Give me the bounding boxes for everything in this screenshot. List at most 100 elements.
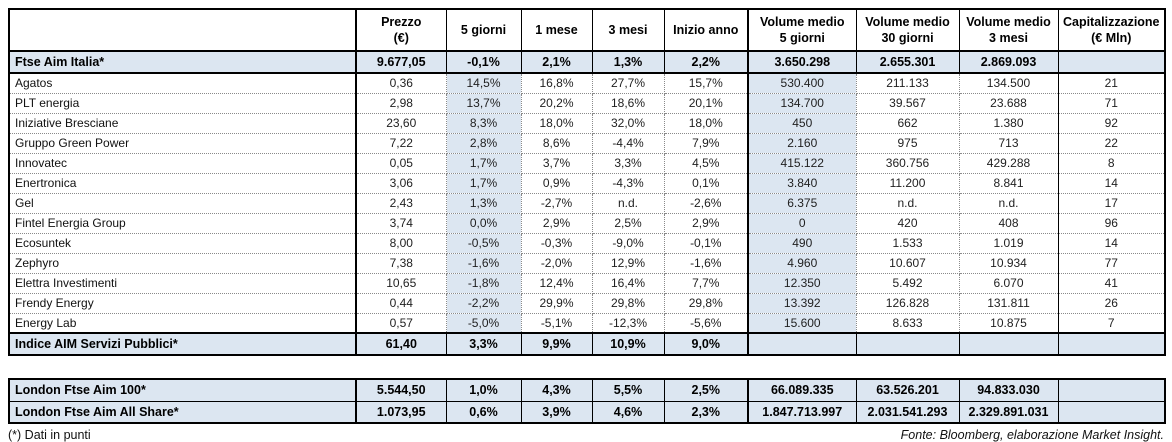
cell-volume-medio-3-mesi: 6.070 (959, 273, 1059, 294)
cell-5-giorni: -5,0% (446, 313, 522, 334)
cell-1-mese: 3,9% (521, 400, 593, 424)
cell-5-giorni: 2,8% (446, 133, 522, 154)
row-label: Zephyro (9, 253, 357, 274)
column-header: Volume medio 30 giorni (855, 8, 960, 52)
cell-capitalizzazione: 92 (1058, 113, 1165, 134)
cell-prezzo: 2,98 (356, 93, 447, 114)
cell-volume-medio-5-giorni: 2.160 (748, 133, 857, 154)
cell-inizio-anno: 2,9% (664, 213, 749, 234)
cell-volume-medio-5-giorni: 0 (748, 213, 857, 234)
cell-volume-medio-30-giorni: 11.200 (856, 173, 960, 194)
index-row: Indice AIM Servizi Pubblici* 61,40 3,3% 9,9… (9, 332, 1166, 356)
stock-row: Innovatec 0,05 1,7% 3,7% 3,3% 4,5% 415.122 360.… (9, 153, 1165, 174)
cell-5-giorni: -1,8% (446, 273, 522, 294)
row-label: Iniziative Bresciane (9, 113, 357, 134)
cell-volume-medio-30-giorni: n.d. (856, 193, 960, 214)
row-label: Frendy Energy (9, 293, 357, 314)
cell-volume-medio-30-giorni: 2.655.301 (856, 50, 960, 74)
cell-inizio-anno: 15,7% (664, 73, 749, 94)
stock-row: Gruppo Green Power 7,22 2,8% 8,6% -4,4% 7,9% 2… (9, 133, 1165, 154)
cell-5-giorni: 1,7% (446, 173, 522, 194)
row-label: Ftse Aim Italia* (9, 50, 357, 74)
points-footnote: (*) Dati in punti (8, 428, 91, 442)
stock-row: Gel 2,43 1,3% -2,7% n.d. -2,6% 6.375 n.d. n.d. 17 (9, 193, 1165, 214)
cell-volume-medio-30-giorni: 211.133 (856, 73, 960, 94)
cell-volume-medio-3-mesi: 10.934 (959, 253, 1059, 274)
row-label: Energy Lab (9, 313, 357, 334)
cell-3-mesi: 5,5% (592, 378, 665, 402)
cell-volume-medio-30-giorni: 39.567 (856, 93, 960, 114)
cell-volume-medio-5-giorni: 415.122 (748, 153, 857, 174)
cell-capitalizzazione: 21 (1058, 73, 1165, 94)
cell-volume-medio-30-giorni: 420 (856, 213, 960, 234)
cell-volume-medio-3-mesi: 2.869.093 (959, 50, 1059, 74)
cell-prezzo: 3,06 (356, 173, 447, 194)
stock-row: Energy Lab 0,57 -5,0% -5,1% -12,3% -5,6% 15.60… (9, 313, 1165, 334)
cell-inizio-anno: 29,8% (664, 293, 749, 314)
cell-volume-medio-5-giorni: 6.375 (748, 193, 857, 214)
cell-5-giorni: 0,6% (446, 400, 522, 424)
column-header: 1 mese (520, 8, 593, 52)
cell-prezzo: 8,00 (356, 233, 447, 254)
cell-volume-medio-5-giorni: 490 (748, 233, 857, 254)
cell-1-mese: -2,0% (521, 253, 593, 274)
cell-inizio-anno: 18,0% (664, 113, 749, 134)
cell-volume-medio-5-giorni: 530.400 (748, 73, 857, 94)
cell-prezzo: 0,36 (356, 73, 447, 94)
cell-1-mese: 16,8% (521, 73, 593, 94)
cell-3-mesi: -4,4% (592, 133, 665, 154)
cell-3-mesi: 3,3% (592, 153, 665, 174)
cell-3-mesi: -4,3% (592, 173, 665, 194)
cell-inizio-anno: 0,1% (664, 173, 749, 194)
cell-inizio-anno: 9,0% (664, 332, 749, 356)
cell-1-mese: 12,4% (521, 273, 593, 294)
stock-row: Elettra Investimenti 10,65 -1,8% 12,4% 16,4%… (9, 273, 1165, 294)
row-label: Enertronica (9, 173, 357, 194)
table-footer: (*) Dati in punti Fonte: Bloomberg, elab… (8, 428, 1164, 442)
cell-5-giorni: 0,0% (446, 213, 522, 234)
cell-prezzo: 2,43 (356, 193, 447, 214)
cell-capitalizzazione: 14 (1058, 173, 1165, 194)
cell-3-mesi: 12,9% (592, 253, 665, 274)
corner-header (8, 8, 357, 52)
cell-3-mesi: 16,4% (592, 273, 665, 294)
column-header: Volume medio 5 giorni (747, 8, 857, 52)
cell-prezzo: 0,05 (356, 153, 447, 174)
cell-5-giorni: 8,3% (446, 113, 522, 134)
row-label: Gel (9, 193, 357, 214)
cell-1-mese: -5,1% (521, 313, 593, 334)
london-ftse-aim-table: London Ftse Aim 100* 5.544,50 1,0% 4,3% 5,5%… (8, 378, 1166, 424)
cell-inizio-anno: 7,7% (664, 273, 749, 294)
column-header: 3 mesi (591, 8, 665, 52)
cell-prezzo: 5.544,50 (356, 378, 447, 402)
cell-volume-medio-30-giorni: 63.526.201 (856, 378, 960, 402)
cell-5-giorni: 14,5% (446, 73, 522, 94)
stock-row: Iniziative Bresciane 23,60 8,3% 18,0% 32,0% 1… (9, 113, 1165, 134)
cell-1-mese: -2,7% (521, 193, 593, 214)
cell-capitalizzazione (1058, 332, 1166, 356)
cell-inizio-anno: -1,6% (664, 253, 749, 274)
cell-inizio-anno: 20,1% (664, 93, 749, 114)
cell-3-mesi: 1,3% (592, 50, 665, 74)
cell-inizio-anno: 2,3% (664, 400, 749, 424)
cell-5-giorni: 1,7% (446, 153, 522, 174)
aim-italia-market-table: Prezzo (€) 5 giorni 1 mese 3 mesi Inizio ann… (8, 8, 1166, 356)
cell-1-mese: 2,1% (521, 50, 593, 74)
index-row: Ftse Aim Italia* 9.677,05 -0,1% 2,1% 1,3% 2,2… (9, 50, 1166, 74)
cell-volume-medio-5-giorni: 12.350 (748, 273, 857, 294)
cell-volume-medio-5-giorni: 4.960 (748, 253, 857, 274)
cell-volume-medio-3-mesi: 94.833.030 (959, 378, 1059, 402)
cell-capitalizzazione: 71 (1058, 93, 1165, 114)
stock-row: Agatos 0,36 14,5% 16,8% 27,7% 15,7% 530.400 211… (9, 73, 1165, 94)
cell-5-giorni: -1,6% (446, 253, 522, 274)
cell-volume-medio-3-mesi: 23.688 (959, 93, 1059, 114)
row-label: Elettra Investimenti (9, 273, 357, 294)
cell-volume-medio-3-mesi: 713 (959, 133, 1059, 154)
cell-5-giorni: 13,7% (446, 93, 522, 114)
source-note: Fonte: Bloomberg, elaborazione Market In… (900, 428, 1164, 442)
cell-prezzo: 23,60 (356, 113, 447, 134)
cell-capitalizzazione: 7 (1058, 313, 1165, 334)
cell-volume-medio-30-giorni: 126.828 (856, 293, 960, 314)
cell-capitalizzazione (1058, 50, 1166, 74)
cell-capitalizzazione (1058, 400, 1166, 424)
